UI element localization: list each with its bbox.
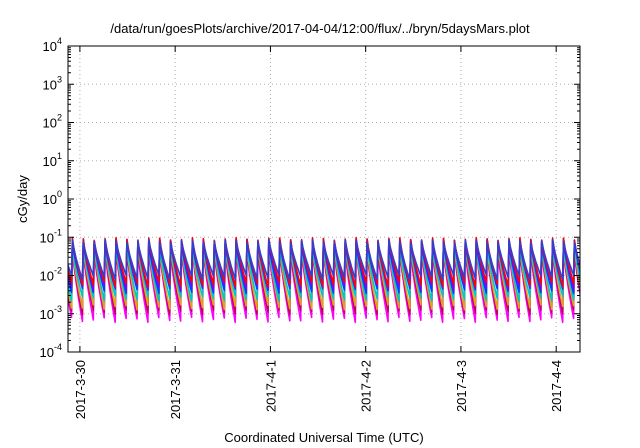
x-tick-label: 2017-3-31 xyxy=(168,360,183,419)
y-tick-label: 104 xyxy=(43,36,62,54)
y-tick-label: 103 xyxy=(43,74,62,92)
ticks xyxy=(68,45,580,353)
x-tick-label: 2017-4-1 xyxy=(263,360,278,412)
y-tick-label: 101 xyxy=(43,151,62,169)
x-tick-label: 2017-4-3 xyxy=(454,360,469,412)
y-axis-label: cGy/day xyxy=(15,175,30,223)
y-tick-label: 102 xyxy=(43,113,62,131)
x-tick-labels: 2017-3-30 2017-3-31 2017-4-1 2017-4-2 2017-4… xyxy=(73,360,564,419)
x-tick-label: 2017-4-2 xyxy=(359,360,374,412)
y-tick-labels: 10-4 10-3 10-2 10-1 100 101 102 103 104 xyxy=(40,36,62,360)
y-tick-label: 10-3 xyxy=(40,304,62,322)
series-line xyxy=(68,238,580,281)
y-tick-label: 100 xyxy=(43,189,62,207)
series-group xyxy=(68,236,580,324)
y-tick-label: 10-1 xyxy=(40,227,62,245)
grid xyxy=(68,46,580,352)
chart-title: /data/run/goesPlots/archive/2017-04-04/1… xyxy=(110,21,530,36)
x-tick-label: 2017-4-4 xyxy=(549,360,564,412)
y-tick-label: 10-2 xyxy=(40,266,62,284)
series-line xyxy=(68,243,580,302)
x-axis-label: Coordinated Universal Time (UTC) xyxy=(224,430,423,445)
x-tick-label: 2017-3-30 xyxy=(73,360,88,419)
y-tick-label: 10-4 xyxy=(40,342,62,360)
